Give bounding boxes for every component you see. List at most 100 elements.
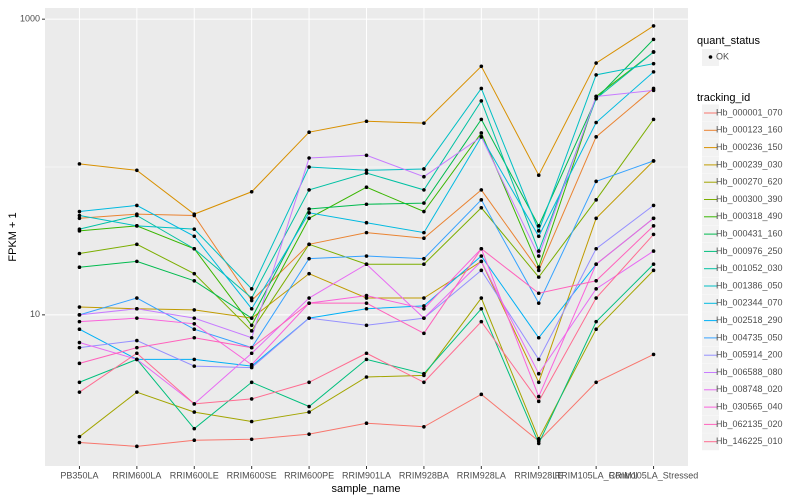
data-point — [135, 351, 139, 356]
data-point — [479, 188, 484, 192]
x-tick-label: RRIM928LA — [457, 470, 506, 480]
data-point — [77, 216, 82, 221]
x-tick-label: RRIM901LA — [342, 470, 391, 480]
data-point — [364, 351, 369, 356]
data-point — [651, 249, 656, 253]
data-point — [307, 271, 311, 276]
data-point — [192, 327, 197, 331]
x-tick-label: RRIM600SE — [227, 470, 277, 480]
data-point — [422, 262, 426, 267]
data-point — [651, 232, 656, 237]
data-point — [135, 316, 139, 320]
data-point — [422, 121, 426, 125]
data-point — [364, 153, 369, 158]
data-point — [422, 380, 426, 385]
data-point — [594, 179, 598, 184]
data-point — [536, 291, 541, 296]
legend-label: OK — [716, 51, 729, 61]
data-point — [364, 301, 369, 305]
data-point — [651, 216, 656, 221]
data-point — [594, 262, 598, 267]
data-point — [422, 167, 426, 171]
data-point — [422, 331, 426, 336]
data-point — [594, 278, 598, 283]
data-point — [192, 426, 197, 431]
legend-label: Hb_002344_070 — [716, 298, 783, 308]
data-point — [651, 88, 656, 93]
data-point — [651, 37, 656, 42]
data-point — [249, 345, 254, 350]
data-point — [135, 345, 139, 350]
data-point — [536, 229, 541, 233]
data-point — [536, 224, 541, 228]
data-point — [192, 278, 197, 283]
data-point — [536, 357, 541, 362]
data-point — [364, 323, 369, 328]
data-point — [192, 357, 197, 362]
data-point — [77, 327, 82, 331]
data-point — [536, 335, 541, 340]
legend-label: Hb_146225_010 — [716, 436, 783, 446]
legend-label: Hb_001052_030 — [716, 263, 783, 273]
data-point — [192, 271, 197, 276]
data-point — [479, 246, 484, 251]
data-point — [479, 99, 484, 103]
data-point — [594, 287, 598, 291]
data-point — [536, 380, 541, 385]
data-point — [364, 202, 369, 207]
data-point — [651, 262, 656, 267]
data-point — [77, 265, 82, 270]
data-point — [594, 198, 598, 202]
data-point — [307, 404, 311, 409]
legend-label: Hb_002518_290 — [716, 315, 783, 325]
data-point — [594, 296, 598, 300]
data-point — [192, 246, 197, 251]
data-point — [422, 316, 426, 320]
x-tick-label: PB350LA — [60, 470, 98, 480]
data-point — [249, 365, 254, 370]
legend-label: Hb_006588_080 — [716, 367, 783, 377]
data-point — [135, 296, 139, 300]
data-point — [422, 371, 426, 376]
data-point — [135, 338, 139, 343]
legend-label: Hb_000270_620 — [716, 177, 783, 187]
data-point — [135, 213, 139, 218]
data-point — [422, 304, 426, 308]
data-point — [249, 298, 254, 303]
data-point — [192, 227, 197, 231]
data-point — [536, 371, 541, 376]
legend-title: quant_status — [697, 35, 760, 47]
legend-label: Hb_000236_150 — [716, 142, 783, 152]
data-point — [192, 234, 197, 239]
legend-label: Hb_000431_160 — [716, 228, 783, 238]
data-point — [422, 201, 426, 205]
data-point — [479, 259, 484, 264]
data-point — [479, 198, 484, 202]
legend-label: Hb_008748_020 — [716, 384, 783, 394]
data-point — [249, 329, 254, 333]
data-point — [479, 319, 484, 324]
data-point — [536, 399, 541, 404]
data-point — [192, 308, 197, 312]
legend-label: Hb_000318_490 — [716, 211, 783, 221]
data-point — [307, 156, 311, 160]
data-point — [307, 216, 311, 221]
data-point — [651, 224, 656, 228]
data-point — [651, 268, 656, 273]
data-point — [422, 296, 426, 300]
data-point — [249, 316, 254, 320]
x-tick-label: RRIM600LE — [170, 470, 219, 480]
data-point — [77, 361, 82, 366]
data-point — [307, 410, 311, 414]
data-point — [307, 316, 311, 320]
data-point — [479, 268, 484, 273]
data-point — [651, 159, 656, 163]
legend-marker — [708, 55, 713, 59]
data-point — [307, 256, 311, 261]
data-point — [364, 119, 369, 124]
legend-label: Hb_005914_200 — [716, 350, 783, 360]
data-point — [77, 305, 82, 309]
data-point — [479, 64, 484, 69]
data-point — [364, 185, 369, 190]
